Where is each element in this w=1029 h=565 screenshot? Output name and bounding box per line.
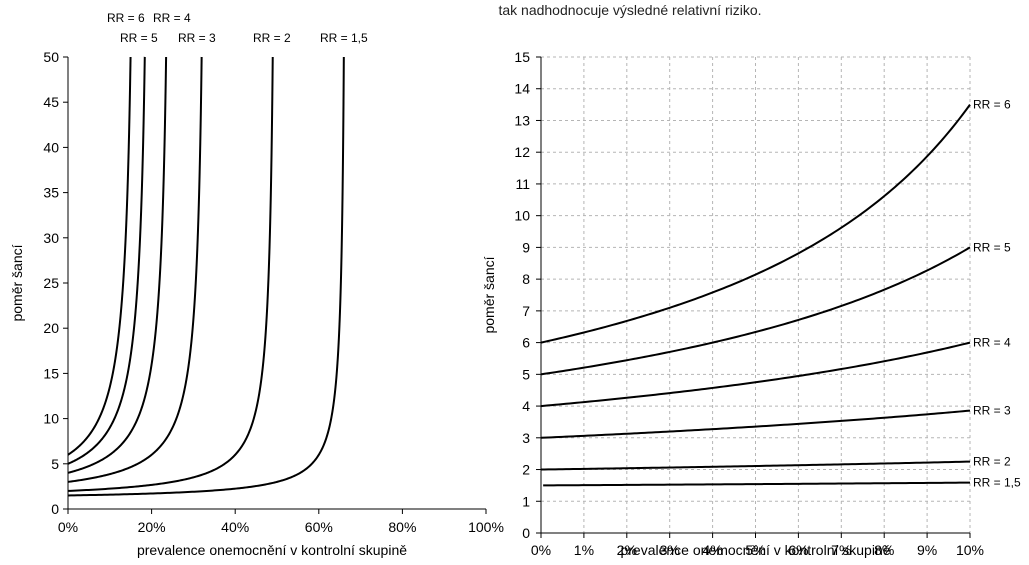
x-tick-label: 2% [617,542,637,558]
y-tick-label: 10 [514,208,530,224]
y-tick-label: 9 [522,239,530,255]
series-line-rr-6 [67,56,132,456]
series-line-rr-3 [540,409,971,439]
y-tick-label: 4 [522,398,530,414]
left-chart: 0 5 10 15 20 25 30 35 40 45 50 0% 20% 40% 60% 80% 100% pr… [9,11,504,558]
x-tick-label: 1% [574,542,594,558]
y-axis-title: poměr šancí [481,256,497,333]
series-label: RR = 6 [107,11,145,25]
x-tick-label: 6% [788,542,808,558]
y-tick-label: 30 [43,230,59,246]
series-line-rr-4 [540,341,971,408]
series-label: RR = 5 [120,31,158,45]
x-tick-label: 7% [831,542,851,558]
x-tick-label: 0% [58,519,78,535]
y-tick-label: 15 [514,49,530,65]
y-tick-label: 6 [522,335,530,351]
y-tick-label: 20 [43,320,59,336]
x-tick-label: 80% [388,519,416,535]
y-tick-label: 35 [43,185,59,201]
series-label: RR = 3 [178,31,216,45]
y-tick-label: 12 [514,144,530,160]
series-line-rr-2 [540,460,971,471]
y-tick-label: 45 [43,94,59,110]
series-label: RR = 5 [973,240,1011,254]
x-tick-label: 20% [138,519,166,535]
y-tick-label: 3 [522,430,530,446]
series-line-rr-3 [67,56,203,483]
y-tick-label: 10 [43,411,59,427]
series-line-rr-6 [540,104,971,344]
y-tick-label: 8 [522,271,530,287]
y-axis-title: poměr šancí [9,244,25,321]
y-tick-label: 5 [51,456,59,472]
series-label: RR = 1,5 [320,31,368,45]
y-tick-label: 50 [43,49,59,65]
y-tick-label: 15 [43,365,59,381]
y-tick-label: 1 [522,493,530,509]
y-tick-label: 5 [522,366,530,382]
x-tick-label: 4% [702,542,722,558]
x-tick-label: 5% [745,542,765,558]
y-tick-label: 0 [51,501,59,517]
y-tick-label: 25 [43,275,59,291]
x-tick-label: 100% [468,519,504,535]
y-tick-label: 7 [522,303,530,319]
series-label: RR = 3 [973,404,1011,418]
series-label: RR = 4 [153,11,191,25]
x-tick-label: 3% [660,542,680,558]
series-label: RR = 1,5 [973,476,1021,490]
x-tick-label: 8% [874,542,894,558]
series-label: RR = 4 [973,336,1011,350]
x-axis-title: prevalence onemocnění v kontrolní skupin… [137,542,407,558]
series-line-rr-1-5 [67,57,345,497]
x-axis-title: prevalence onemocnění v kontrolní skupin… [620,542,890,558]
series-line-rr-5 [67,56,146,465]
series-line-rr-4 [67,57,168,474]
y-tick-label: 11 [515,176,530,192]
series-line-rr-2 [67,57,274,492]
series-label: RR = 2 [253,31,291,45]
y-tick-label: 2 [522,462,530,478]
y-tick-label: 40 [43,139,59,155]
x-tick-label: 10% [956,542,984,558]
x-tick-label: 9% [917,542,937,558]
series-line-rr-1-5 [543,481,971,487]
y-tick-label: 0 [522,525,530,541]
top-note: tak nadhodnocuje výsledné relativní rizi… [498,2,761,18]
series-label: RR = 6 [973,98,1011,112]
y-tick-label: 13 [514,112,530,128]
y-tick-label: 14 [514,81,530,97]
x-tick-label: 40% [221,519,249,535]
x-tick-label: 60% [305,519,333,535]
series-line-rr-5 [540,246,971,376]
x-tick-label: 0% [531,542,551,558]
series-label: RR = 2 [973,455,1011,469]
